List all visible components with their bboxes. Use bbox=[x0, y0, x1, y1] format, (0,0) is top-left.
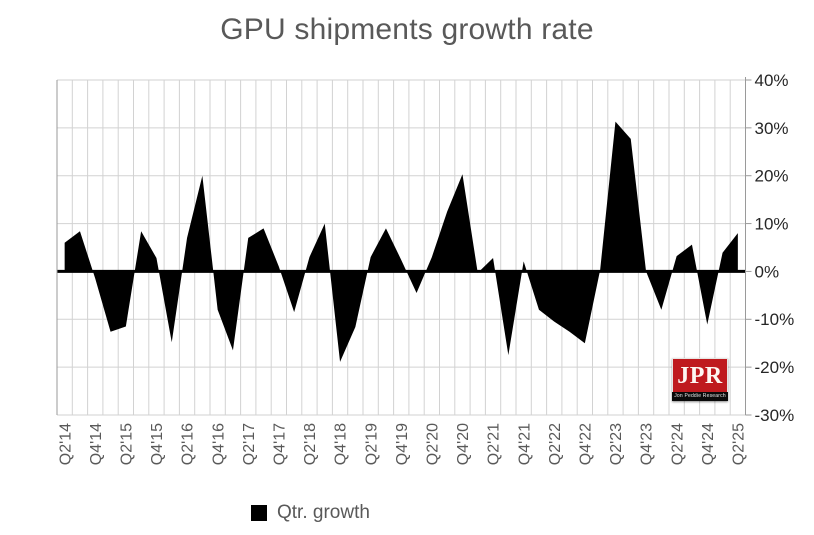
x-tick-label: Q4'19 bbox=[394, 423, 411, 465]
y-tick-label: 20% bbox=[755, 167, 789, 186]
x-tick-label: Q4'21 bbox=[516, 423, 533, 465]
qtr-growth-area bbox=[64, 121, 738, 362]
y-tick-label: -30% bbox=[755, 406, 795, 425]
x-tick-label: Q4'24 bbox=[700, 423, 717, 465]
x-tick-label: Q4'22 bbox=[577, 423, 594, 465]
x-tick-label: Q4'17 bbox=[271, 423, 288, 465]
jpr-logo: JPR Jon Peddie Research bbox=[672, 358, 728, 401]
x-tick-label: Q2'21 bbox=[486, 423, 503, 465]
jpr-logo-subtext: Jon Peddie Research bbox=[672, 392, 728, 401]
x-tick-label: Q2'14 bbox=[57, 423, 74, 465]
x-tick-label: Q4'23 bbox=[639, 423, 656, 465]
y-tick-label: 10% bbox=[755, 215, 789, 234]
y-tick-label: -20% bbox=[755, 358, 795, 377]
x-tick-label: Q2'20 bbox=[424, 423, 441, 465]
x-tick-label: Q4'15 bbox=[149, 423, 166, 465]
x-tick-label: Q2'15 bbox=[118, 423, 135, 465]
x-tick-label: Q4'18 bbox=[333, 423, 350, 465]
chart-title: GPU shipments growth rate bbox=[220, 13, 594, 46]
jpr-logo-box: JPR bbox=[672, 358, 728, 392]
x-tick-label: Q2'16 bbox=[180, 423, 197, 465]
x-tick-label: Q2'17 bbox=[241, 423, 258, 465]
legend-swatch-icon bbox=[251, 505, 267, 521]
y-tick-label: 40% bbox=[755, 71, 789, 90]
y-axis-labels: 40% 30% 20% 10% 0% -10% -20% -30% bbox=[755, 71, 795, 425]
x-axis-labels: Q2'14 Q4'14 Q2'15 Q4'15 Q2'16 Q4'16 Q2'17 Q4'17… bbox=[57, 423, 747, 465]
x-tick-label: Q2'18 bbox=[302, 423, 319, 465]
x-tick-label: Q2'22 bbox=[547, 423, 564, 465]
x-tick-label: Q4'20 bbox=[455, 423, 472, 465]
x-tick-label: Q2'23 bbox=[608, 423, 625, 465]
x-tick-label: Q2'24 bbox=[669, 423, 686, 465]
y-tick-label: 0% bbox=[755, 262, 780, 281]
legend: Qtr. growth bbox=[251, 501, 370, 525]
x-tick-label: Q4'14 bbox=[88, 423, 105, 465]
y-tick-label: -10% bbox=[755, 310, 795, 329]
legend-label: Qtr. growth bbox=[277, 502, 370, 523]
x-tick-label: Q2'25 bbox=[730, 423, 747, 465]
area-series bbox=[57, 121, 746, 362]
axes bbox=[56, 77, 752, 416]
y-tick-label: 30% bbox=[755, 119, 789, 138]
x-tick-label: Q2'19 bbox=[363, 423, 380, 465]
x-tick-label: Q4'16 bbox=[210, 423, 227, 465]
jpr-logo-text: JPR bbox=[677, 362, 723, 389]
